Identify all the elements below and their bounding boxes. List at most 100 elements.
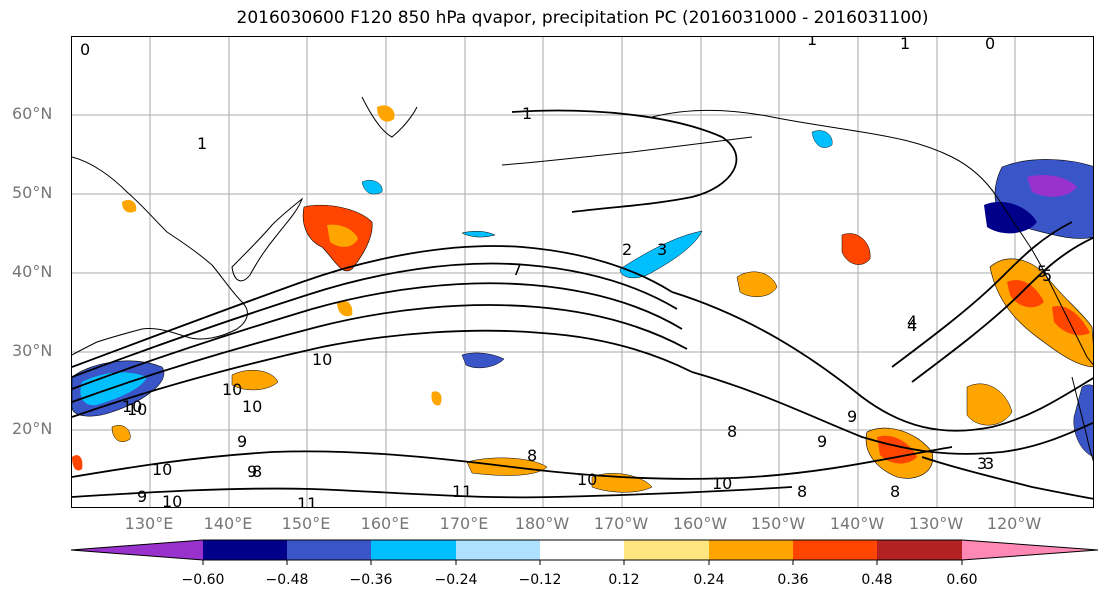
colorbar-swatch bbox=[877, 540, 962, 560]
contour-line bbox=[891, 221, 1073, 368]
colorbar-swatch bbox=[203, 540, 287, 560]
coastline-kamchatka bbox=[361, 96, 418, 138]
coastline-japan bbox=[231, 197, 304, 282]
contour-label: 10 bbox=[242, 397, 262, 416]
lon-label: 120°W bbox=[986, 514, 1042, 533]
colorbar-tick-label: 0.60 bbox=[946, 572, 978, 588]
contour-label: 10 bbox=[312, 350, 332, 369]
colorbar-tick-label: −0.60 bbox=[181, 572, 225, 588]
lon-label: 170°E bbox=[439, 514, 489, 533]
precip-patch bbox=[461, 231, 496, 238]
colorbar-swatch bbox=[793, 540, 877, 560]
contour-label: 8 bbox=[727, 422, 737, 441]
lon-label: 170°W bbox=[593, 514, 649, 533]
contour-label: 10 bbox=[122, 397, 142, 416]
contour-label: 5 bbox=[1042, 266, 1052, 285]
colorbar-swatch bbox=[962, 540, 1098, 560]
coastlines bbox=[72, 96, 1093, 462]
contour-label: 1 bbox=[807, 37, 817, 49]
colorbar-tick-label: −0.48 bbox=[265, 572, 309, 588]
map-panel: 1 1 0 0 1 1 2 3 4 3 5 7 10 10 10 10 10 9… bbox=[71, 36, 1094, 508]
precip-patch bbox=[231, 370, 279, 391]
precip-patch bbox=[327, 224, 358, 247]
contour-label: 3 bbox=[984, 454, 994, 473]
colorbar-tick-label: 0.48 bbox=[861, 572, 893, 588]
contour-label: 9 bbox=[817, 432, 827, 451]
contour-label: 10 bbox=[712, 474, 732, 493]
contour-label: 9 bbox=[847, 407, 857, 426]
contour-label: 2 bbox=[622, 240, 632, 259]
precip-patch bbox=[966, 383, 1013, 426]
precip-patch bbox=[736, 271, 778, 297]
contour-label: 0 bbox=[985, 37, 995, 53]
contour-label: 11 bbox=[297, 494, 317, 508]
contour-line bbox=[72, 486, 793, 499]
contour-label: 3 bbox=[977, 454, 987, 473]
colorbar-tick-label: 0.12 bbox=[608, 572, 640, 588]
lat-label: 20°N bbox=[12, 419, 53, 438]
precip-patch bbox=[377, 105, 395, 122]
lat-label: 30°N bbox=[12, 341, 53, 360]
precip-patch bbox=[72, 455, 83, 471]
colorbar-swatch bbox=[287, 540, 371, 560]
lon-label: 140°E bbox=[203, 514, 253, 533]
contour-line bbox=[691, 371, 1093, 455]
contour-label: 1 bbox=[197, 134, 207, 153]
coastline-mexico bbox=[1071, 376, 1093, 462]
precip-patch bbox=[1052, 306, 1090, 336]
precip-patch bbox=[111, 425, 131, 442]
contour-label: 0 bbox=[80, 40, 90, 59]
contour-label: 8 bbox=[797, 482, 807, 501]
contour-label: 4 bbox=[907, 316, 917, 335]
precip-shading bbox=[72, 105, 1093, 493]
coastline-aleutians bbox=[501, 136, 753, 166]
colorbar-swatch bbox=[71, 540, 203, 560]
graticule bbox=[72, 37, 1093, 507]
colorbar-tick-label: 0.36 bbox=[777, 572, 809, 588]
lon-label: 180°W bbox=[514, 514, 570, 533]
lon-label: 150°E bbox=[281, 514, 331, 533]
qvapor-contours bbox=[72, 109, 1093, 500]
contour-line bbox=[921, 456, 1093, 500]
lon-label: 140°W bbox=[829, 514, 885, 533]
contour-label: 5 bbox=[1037, 262, 1047, 281]
precip-patch bbox=[361, 179, 383, 195]
map-canvas: 1 1 0 0 1 1 2 3 4 3 5 7 10 10 10 10 10 9… bbox=[72, 37, 1093, 508]
precip-patch bbox=[811, 130, 833, 148]
contour-line bbox=[72, 304, 688, 403]
colorbar-swatch bbox=[456, 540, 540, 560]
precip-patch bbox=[1007, 279, 1044, 308]
contour-line bbox=[671, 291, 1093, 432]
contour-label: 1 bbox=[522, 104, 532, 123]
precip-patch bbox=[431, 391, 442, 406]
colorbar-tick-label: −0.36 bbox=[349, 572, 393, 588]
colorbar-tick-label: 0.24 bbox=[693, 572, 725, 588]
coastline-alaska bbox=[651, 109, 1093, 366]
lon-label: 150°W bbox=[750, 514, 806, 533]
contour-line bbox=[72, 262, 678, 378]
contour-line bbox=[72, 282, 683, 390]
contour-label: 10 bbox=[152, 460, 172, 479]
colorbar-tick-label: −0.24 bbox=[434, 572, 478, 588]
colorbar-tick-label: −0.12 bbox=[518, 572, 562, 588]
precip-patch bbox=[461, 352, 505, 369]
coastline-asia bbox=[72, 156, 248, 356]
precip-patch bbox=[877, 435, 917, 464]
contour-label: 1 bbox=[900, 37, 910, 53]
contour-line bbox=[511, 109, 738, 213]
contour-label: 8 bbox=[252, 462, 262, 481]
contour-label: 10 bbox=[127, 400, 147, 419]
colorbar-swatch bbox=[709, 540, 793, 560]
precip-patch bbox=[619, 230, 703, 279]
contour-label: 4 bbox=[907, 312, 917, 331]
lat-label: 60°N bbox=[12, 104, 53, 123]
contour-label: 8 bbox=[890, 482, 900, 501]
colorbar-swatch bbox=[624, 540, 709, 560]
contour-label: 10 bbox=[577, 470, 597, 489]
contour-line bbox=[72, 446, 953, 480]
precip-patch bbox=[841, 233, 871, 265]
contour-line bbox=[911, 236, 1093, 383]
precip-patch bbox=[122, 200, 137, 213]
lon-label: 130°E bbox=[124, 514, 174, 533]
precip-patch bbox=[1027, 175, 1077, 197]
